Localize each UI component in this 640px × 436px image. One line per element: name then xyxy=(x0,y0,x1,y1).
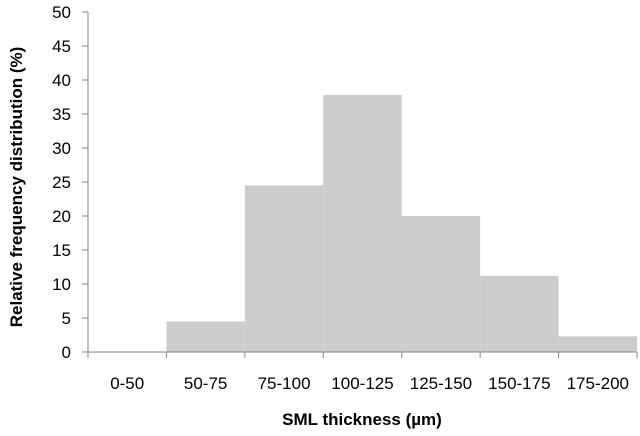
bars-layer xyxy=(166,94,637,353)
y-tick-label: 5 xyxy=(62,309,71,328)
bar-100-125 xyxy=(323,94,402,353)
y-tick-label: 35 xyxy=(52,105,71,124)
bar-150-175 xyxy=(480,275,559,352)
x-tick-label: 125-150 xyxy=(410,374,472,393)
y-tick-label: 10 xyxy=(52,275,71,294)
x-tick-labels: 0-50 50-75 75-100 100-125 125-150 150-175 175-… xyxy=(110,374,629,393)
bar-175-200 xyxy=(558,336,637,352)
y-tick-label: 15 xyxy=(52,241,71,260)
bar-50-75 xyxy=(166,321,245,352)
x-tick-label: 175-200 xyxy=(567,374,629,393)
y-tick-label: 50 xyxy=(52,3,71,22)
x-axis-title: SML thickness (µm) xyxy=(282,410,442,429)
y-tick-label: 30 xyxy=(52,139,71,158)
y-axis-title: Relative frequency distribution (%) xyxy=(7,47,26,328)
bar-125-150 xyxy=(401,216,481,352)
x-tick-label: 100-125 xyxy=(331,374,393,393)
y-tick-label: 40 xyxy=(52,71,71,90)
x-tick-label: 150-175 xyxy=(488,374,550,393)
x-tick-label: 75-100 xyxy=(258,374,311,393)
axes-layer xyxy=(82,11,638,358)
x-tick-label: 0-50 xyxy=(110,374,144,393)
x-tick-label: 50-75 xyxy=(184,374,227,393)
bar-75-100 xyxy=(244,185,324,352)
y-tick-labels: 0 5 10 15 20 25 30 35 40 45 50 xyxy=(52,3,71,362)
y-tick-label: 20 xyxy=(52,207,71,226)
y-tick-label: 0 xyxy=(62,343,71,362)
y-tick-label: 25 xyxy=(52,173,71,192)
y-tick-label: 45 xyxy=(52,37,71,56)
